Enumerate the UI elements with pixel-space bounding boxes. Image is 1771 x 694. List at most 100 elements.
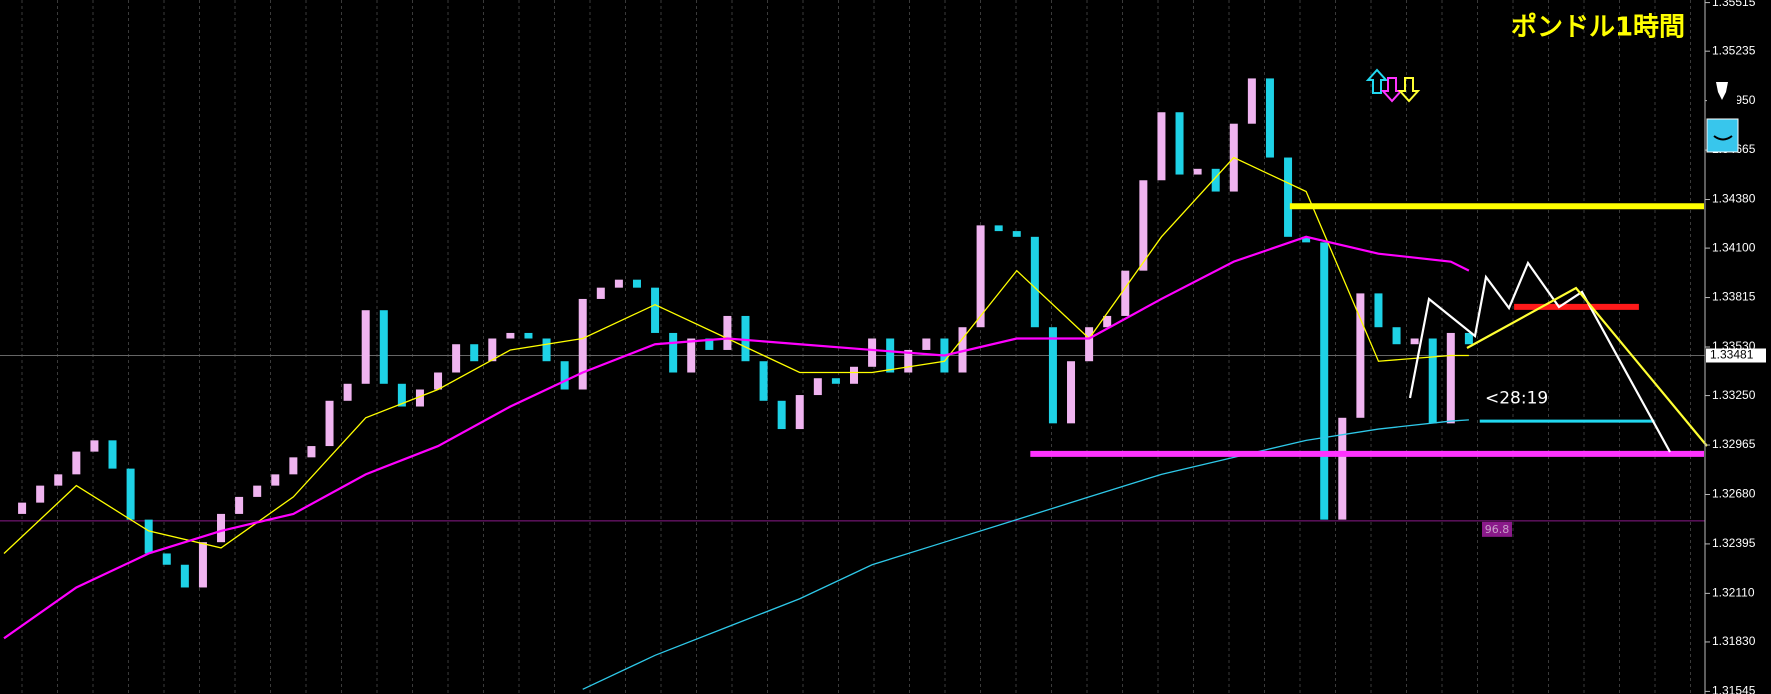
candle — [669, 332, 678, 373]
candle — [361, 310, 370, 384]
y-tick-label: 1.31545 — [1712, 684, 1756, 694]
candle — [180, 564, 189, 588]
countdown: <28:19 — [1485, 389, 1548, 409]
drawn-zigzag — [1408, 260, 1671, 453]
candle — [1139, 180, 1148, 271]
candle — [434, 372, 443, 390]
candle — [36, 485, 45, 503]
candle — [1175, 112, 1184, 175]
candle — [813, 378, 822, 396]
current-price-label: 1.33481 — [1710, 348, 1754, 362]
candle — [632, 279, 641, 288]
candle — [379, 310, 388, 384]
candle — [777, 400, 786, 430]
moving-average — [3, 235, 1470, 640]
candle — [596, 287, 605, 299]
candle — [72, 451, 81, 475]
candle — [108, 440, 117, 469]
candle — [1085, 327, 1094, 362]
moving-average — [582, 419, 1469, 690]
candle — [868, 338, 877, 367]
y-tick-label: 1.35235 — [1712, 43, 1756, 57]
candle — [289, 457, 298, 475]
candle — [741, 315, 750, 362]
candle — [994, 225, 1003, 232]
candle — [1157, 112, 1166, 181]
candle — [217, 513, 226, 543]
candle — [90, 440, 99, 452]
candle — [904, 349, 913, 373]
marker-label: 96.8 — [1485, 523, 1510, 536]
candle — [343, 383, 352, 401]
candle — [488, 338, 497, 362]
y-tick-label: 1.32395 — [1712, 536, 1756, 550]
y-tick-label: 1.31830 — [1712, 634, 1756, 648]
y-tick-label: 1.35515 — [1712, 0, 1756, 9]
y-tick-label: 1.33815 — [1712, 290, 1756, 304]
candle — [198, 542, 207, 588]
candle — [795, 395, 804, 430]
chart-title: ポンドル1時間 — [1511, 12, 1685, 43]
candle — [705, 338, 714, 350]
candle — [560, 361, 569, 390]
candle — [1048, 327, 1057, 424]
candle — [614, 279, 623, 288]
candle — [524, 332, 533, 339]
candle — [307, 446, 316, 458]
candle — [271, 474, 280, 486]
candle — [1012, 231, 1021, 237]
candle — [1103, 315, 1112, 328]
candle — [18, 502, 27, 514]
candle — [126, 468, 135, 520]
candle — [1320, 242, 1329, 520]
candle — [922, 338, 931, 350]
face-icon — [1706, 118, 1739, 153]
candle — [1410, 338, 1419, 345]
candle — [1265, 78, 1274, 158]
pen-icon — [1716, 82, 1728, 100]
down-arrow-icon — [1397, 77, 1421, 103]
toolbar-icons — [1706, 78, 1739, 153]
candle — [542, 338, 551, 362]
candle — [325, 400, 334, 447]
candle — [1446, 332, 1455, 424]
candle — [1121, 270, 1130, 316]
candle — [687, 338, 696, 373]
y-tick-label: 1.34100 — [1712, 240, 1756, 254]
y-tick-label: 1.32110 — [1712, 586, 1755, 600]
candle — [1302, 236, 1311, 243]
candle — [1428, 338, 1437, 424]
candle — [1356, 293, 1365, 418]
candle — [253, 485, 262, 497]
candle — [452, 344, 461, 373]
candle — [1067, 361, 1076, 424]
y-tick-label: 1.32680 — [1712, 487, 1756, 501]
candle — [1374, 293, 1383, 328]
candle — [470, 344, 479, 362]
candle — [759, 361, 768, 401]
candle — [162, 553, 171, 565]
face-icon-smile — [1713, 135, 1733, 141]
candle — [397, 383, 406, 407]
candle — [723, 315, 732, 350]
candle — [958, 327, 967, 373]
candle — [235, 496, 244, 514]
candle — [415, 389, 424, 407]
candle — [976, 225, 985, 328]
candle — [1211, 168, 1220, 192]
candle — [1030, 236, 1039, 328]
grid — [21, 0, 1691, 694]
up-arrow-icon — [1365, 68, 1389, 94]
marker-label-bg — [1482, 521, 1512, 537]
y-tick-label: 1.32965 — [1712, 437, 1756, 451]
candle — [831, 378, 840, 384]
drawn-trend-line — [1466, 286, 1708, 447]
candle — [651, 287, 660, 333]
down-arrow-icon — [1380, 77, 1404, 103]
y-tick-label: 1.33250 — [1712, 388, 1756, 402]
y-tick-label: 1.34380 — [1712, 192, 1756, 206]
candle — [506, 332, 515, 339]
